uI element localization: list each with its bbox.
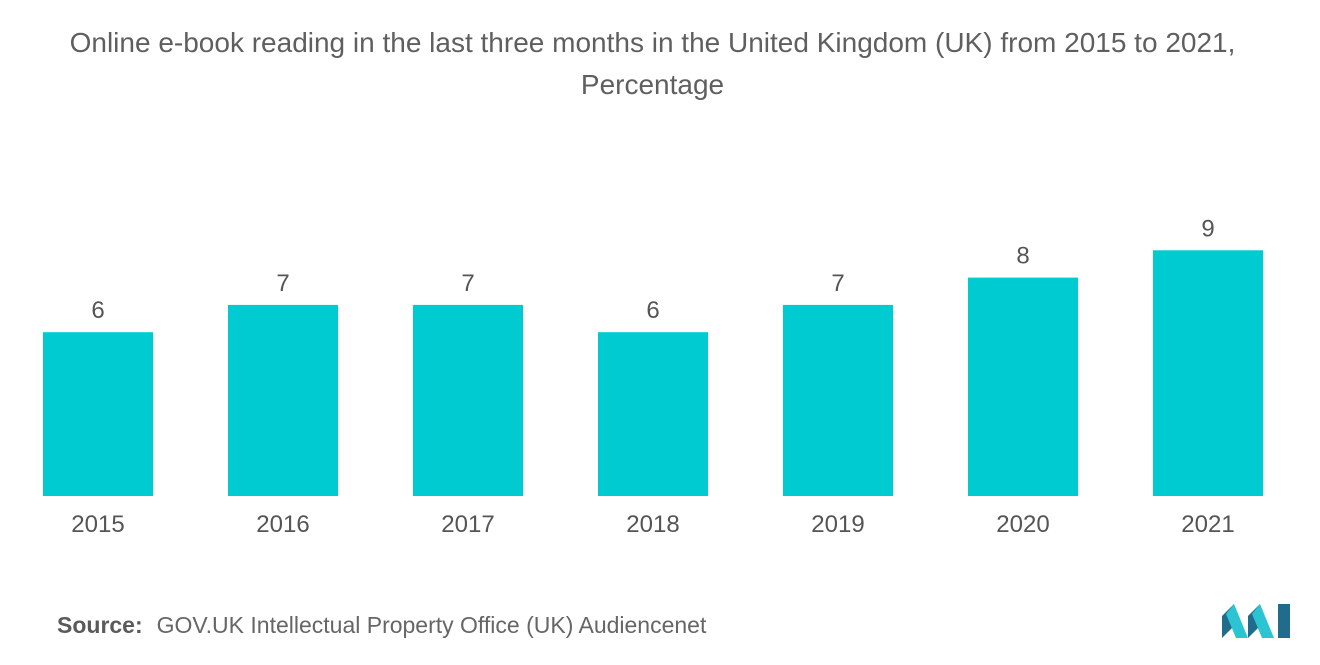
data-label-2016: 7 — [276, 270, 289, 297]
data-label-2019: 7 — [831, 270, 844, 297]
brand-logo — [1222, 604, 1290, 638]
bar-2015 — [43, 332, 153, 496]
source-text: GOV.UK Intellectual Property Office (UK)… — [156, 612, 707, 638]
data-label-2020: 8 — [1016, 243, 1029, 270]
data-label-2021: 9 — [1201, 215, 1214, 242]
data-label-2017: 7 — [461, 270, 474, 297]
x-tick-label-2018: 2018 — [626, 511, 679, 538]
x-tick-label-2021: 2021 — [1181, 511, 1234, 538]
source-label: Source: — [57, 612, 143, 638]
bar-2021 — [1153, 250, 1263, 496]
source-line: Source: GOV.UK Intellectual Property Offi… — [57, 612, 706, 639]
bar-2019 — [783, 304, 893, 496]
chart-title: Online e-book reading in the last three … — [69, 27, 1236, 100]
x-tick-label-2016: 2016 — [256, 511, 309, 538]
bar-2016 — [228, 304, 338, 496]
bar-2017 — [413, 304, 523, 496]
x-tick-label-2017: 2017 — [441, 511, 494, 538]
data-label-2018: 6 — [646, 297, 659, 324]
bar-2020 — [968, 277, 1078, 496]
bar-2018 — [598, 332, 708, 496]
x-tick-label-2019: 2019 — [811, 511, 864, 538]
x-tick-label-2015: 2015 — [71, 511, 124, 538]
data-label-2015: 6 — [91, 297, 104, 324]
x-tick-label-2020: 2020 — [996, 511, 1049, 538]
